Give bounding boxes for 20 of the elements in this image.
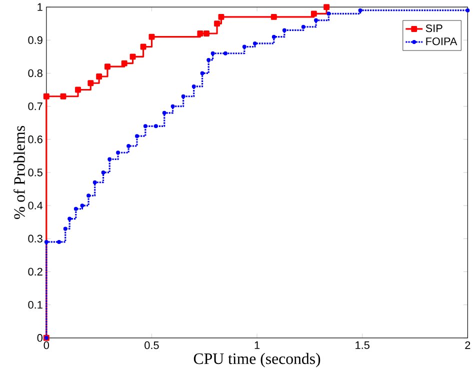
y-tick-label: 0.2 (28, 268, 42, 276)
y-tick-label: 0.5 (28, 168, 42, 177)
y-axis-title: % of Problems (14, 126, 25, 220)
y-tick-label: 0.4 (28, 202, 43, 210)
x-tick-label: 1.5 (356, 342, 370, 350)
legend-label: SIP (426, 24, 442, 32)
x-tick-label: 1 (254, 342, 260, 350)
y-tick-label: 0 (37, 334, 42, 342)
x-tick-label: 0 (44, 342, 49, 350)
legend-label: FOIPA (426, 38, 458, 46)
y-tick-label: 0.8 (28, 70, 42, 78)
y-tick-label: 1 (38, 4, 42, 11)
y-tick-label: 0.3 (28, 234, 42, 243)
y-tick-label: 0.7 (28, 102, 42, 110)
y-tick-label: 0.9 (28, 36, 42, 44)
y-tick-label: 0.1 (28, 301, 42, 309)
x-tick-label: 2 (465, 342, 470, 350)
x-tick-label: 0.5 (144, 342, 159, 350)
y-tick-label: 0.6 (28, 136, 42, 144)
x-axis-title: CPU time (seconds) (194, 353, 320, 368)
